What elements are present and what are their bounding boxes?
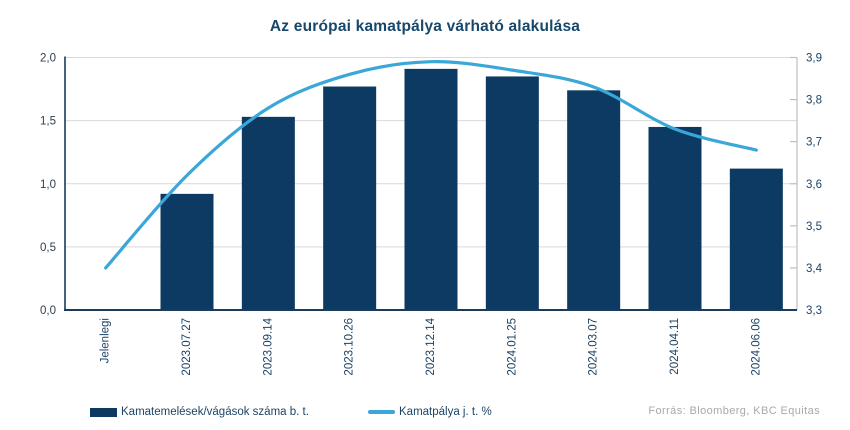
x-axis-label: 2023.09.14	[262, 317, 274, 375]
bar	[323, 86, 377, 310]
line-series-swatch	[368, 410, 395, 414]
right-axis-label: 3,6	[806, 179, 822, 191]
x-axis-label: 2024.06.06	[750, 318, 762, 376]
chart-title: Az európai kamatpálya várható alakulása	[269, 18, 581, 35]
x-axis-label: 2024.03.07	[588, 318, 600, 376]
left-axis-label: 2,0	[40, 53, 56, 65]
x-axis-label: Jelenlegi	[100, 318, 112, 363]
bar	[648, 126, 702, 310]
bar	[729, 168, 783, 310]
legend: Kamatemelések/vágások száma b. t. Kamatp…	[0, 403, 850, 421]
right-axis-label: 3,9	[806, 53, 822, 65]
source-note: Forrás: Bloomberg, KBC Equitas	[648, 405, 820, 417]
x-axis-label: 2023.07.27	[181, 318, 193, 376]
x-axis-label: 2024.01.25	[506, 318, 518, 376]
bar	[241, 116, 295, 311]
right-axis-label: 3,4	[806, 263, 823, 275]
left-axis-label: 1,5	[40, 116, 56, 128]
right-axis-label: 3,8	[806, 95, 822, 107]
rate-line	[104, 60, 758, 270]
right-axis-label: 3,3	[806, 305, 822, 317]
left-axis-label: 0,5	[40, 242, 56, 254]
bar-series-swatch	[90, 407, 117, 417]
legend-label-bars: Kamatemelések/vágások száma b. t.	[121, 406, 309, 418]
legend-label-line: Kamatpálya j. t. %	[399, 406, 492, 418]
legend-item-line: Kamatpálya j. t. %	[368, 403, 492, 421]
right-axis-label: 3,7	[806, 137, 822, 149]
bar	[567, 90, 621, 310]
bar	[485, 76, 539, 310]
right-axis-label: 3,5	[806, 221, 822, 233]
x-axis-label: 2023.10.26	[344, 318, 356, 376]
x-axis-label: 2023.12.14	[425, 317, 437, 375]
x-axis-label: 2024.04.11	[669, 318, 681, 375]
left-axis-label: 0,0	[40, 305, 56, 317]
bar	[404, 68, 458, 310]
legend-item-bars: Kamatemelések/vágások száma b. t.	[90, 403, 309, 421]
bar	[160, 193, 214, 310]
left-axis-label: 1,0	[40, 179, 56, 191]
